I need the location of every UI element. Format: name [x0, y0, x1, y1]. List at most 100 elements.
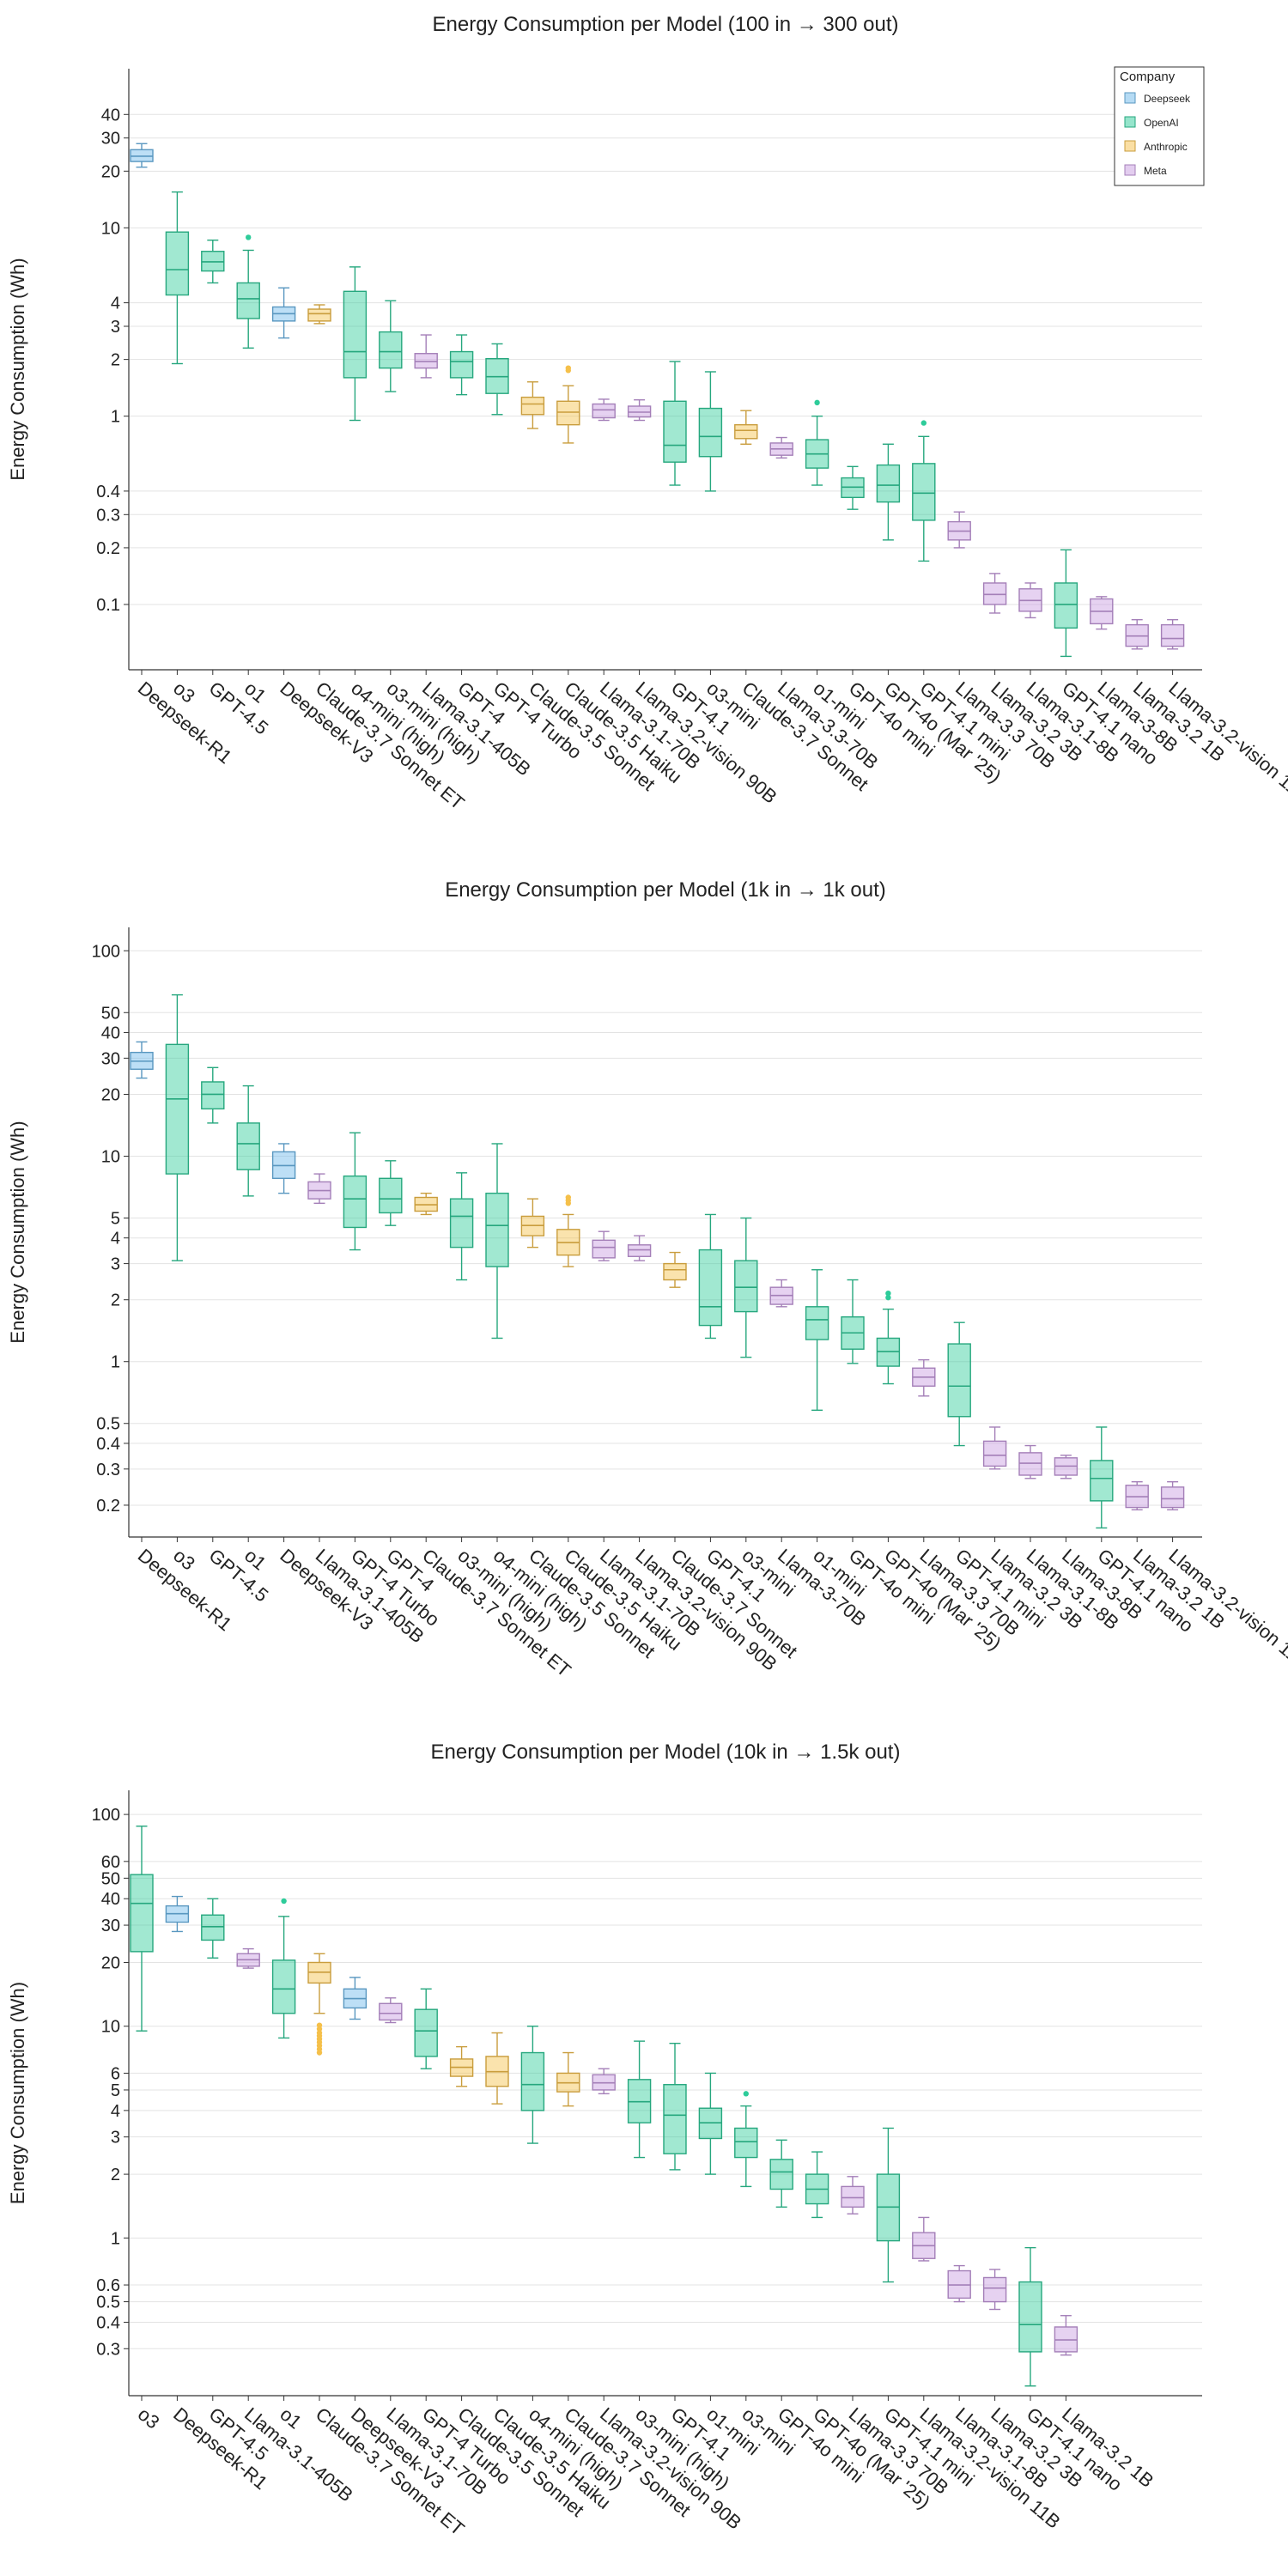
outlier-point: [743, 2091, 749, 2097]
y-tick-label: 3: [111, 318, 120, 337]
y-tick-label: 0.3: [96, 506, 120, 525]
box-gpt-4-5: [201, 1066, 225, 1124]
box-deepseek-r1: [165, 1895, 190, 1933]
y-tick-label: 0.3: [96, 1461, 120, 1479]
box-gpt-4-1: [663, 2042, 687, 2171]
iqr-box: [698, 407, 723, 458]
iqr-box: [307, 308, 331, 322]
iqr-box: [130, 1874, 154, 1953]
box-llama-3-8b: [1054, 1455, 1078, 1479]
iqr-box: [556, 400, 580, 426]
y-tick-label: 20: [101, 1953, 120, 1972]
box-o3-mini-high-: [627, 2040, 652, 2159]
box-gpt-4-turbo: [485, 343, 509, 416]
box-llama-3-3-70b: [912, 1358, 936, 1397]
legend-label-anthropic: Anthropic: [1144, 141, 1188, 153]
legend-label-deepseek: Deepseek: [1144, 93, 1191, 105]
box-o3-mini: [734, 1217, 758, 1358]
y-tick-label: 60: [101, 1853, 120, 1872]
box-llama-3-2-1b: [1125, 1480, 1149, 1510]
box-deepseek-r1: [130, 143, 154, 168]
box-deepseek-v3: [343, 1977, 368, 2020]
y-tick-label: 2: [111, 2166, 120, 2184]
y-tick-label: 100: [92, 1806, 120, 1825]
box-llama-3-1-405b: [236, 1947, 260, 1969]
box-llama-3-1-70b: [379, 1997, 403, 2024]
iqr-box: [271, 1959, 296, 2014]
iqr-box: [165, 1043, 190, 1175]
box-gpt-4-turbo: [414, 1988, 438, 2069]
iqr-box: [343, 290, 368, 379]
iqr-box: [485, 1192, 509, 1267]
box-o4-mini-high-: [485, 1143, 509, 1340]
legend-label-openai: OpenAI: [1144, 117, 1179, 129]
iqr-box: [592, 403, 616, 419]
box-llama-3-2-vision-11b: [1160, 1480, 1185, 1510]
box-o1-mini: [698, 2072, 723, 2175]
outlier-point: [814, 399, 820, 406]
box-llama-3-2-3b: [982, 573, 1007, 614]
box-o3: [165, 993, 190, 1261]
iqr-box: [379, 331, 403, 369]
box-gpt-4o-mar-25-: [876, 1290, 901, 1385]
box-gpt-4o-mini: [841, 465, 865, 510]
legend-label-meta: Meta: [1144, 165, 1167, 177]
box-llama-3-2-vision-90b: [627, 399, 652, 422]
box-claude-3-5-sonnet: [520, 1198, 545, 1249]
iqr-box: [876, 1337, 901, 1367]
iqr-box: [663, 1262, 687, 1281]
box-o1: [271, 1898, 296, 2039]
box-gpt-4-1: [698, 1213, 723, 1340]
legend-swatch-openai: [1124, 116, 1136, 128]
box-o1: [236, 234, 260, 349]
iqr-box: [201, 1914, 225, 1941]
y-tick-label: 20: [101, 162, 120, 181]
y-tick-label: 0.5: [96, 1415, 120, 1434]
box-llama-3-1-405b: [307, 1173, 331, 1205]
y-tick-label: 0.3: [96, 2340, 120, 2359]
iqr-box: [343, 1175, 368, 1229]
box-llama-3-2-vision-90b: [592, 2068, 616, 2095]
y-tick-label: 10: [101, 1147, 120, 1166]
iqr-box: [912, 463, 936, 521]
y-tick-label: 0.4: [96, 1435, 120, 1454]
box-claude-3-5-haiku: [556, 365, 580, 444]
box-o1-mini: [805, 1269, 829, 1412]
box-gpt-4-1-mini: [876, 2127, 901, 2283]
y-tick-label: 10: [101, 2018, 120, 2037]
box-o3-mini-high-: [379, 300, 403, 392]
iqr-box: [982, 1440, 1007, 1467]
box-claude-3-7-sonnet-et: [414, 1192, 438, 1216]
y-tick-label: 30: [101, 130, 120, 149]
box-o3: [130, 1826, 154, 2032]
chart-panel-1: 0.1 0.2 0.3 0.4 1 2 3 4 10 20 30 40 Energy Consumpti…: [7, 13, 1288, 814]
outlier-point: [920, 420, 927, 426]
box-llama-3-2-vision-11b: [1160, 618, 1185, 650]
iqr-box: [379, 1177, 403, 1214]
box-llama-3-2-3b: [982, 1426, 1007, 1470]
iqr-box: [627, 1244, 652, 1257]
x-tick-label: Llama-3.2-vision 11B: [1164, 677, 1288, 807]
outlier-point: [885, 1294, 891, 1301]
box-claude-3-5-sonnet: [520, 381, 545, 429]
iqr-box: [1018, 1452, 1042, 1476]
box-o3-mini: [698, 371, 723, 492]
chart-title: Energy Consumption per Model (10k in → 1…: [431, 1741, 901, 1764]
y-tick-label: 100: [92, 942, 120, 961]
iqr-box: [379, 2002, 403, 2021]
outlier-point: [281, 1898, 287, 1905]
box-llama-3-1-8b: [1018, 1444, 1042, 1479]
box-o1-mini: [805, 399, 829, 486]
y-tick-label: 1: [111, 408, 120, 427]
iqr-box: [1018, 2281, 1042, 2353]
box-claude-3-5-haiku: [556, 1194, 580, 1267]
y-tick-label: 1: [111, 1353, 120, 1372]
box-llama-3-2-3b: [982, 2269, 1007, 2311]
box-llama-3-2-1b: [1125, 618, 1149, 650]
box-gpt-4o-mar-25-: [805, 2151, 829, 2219]
iqr-box: [520, 396, 545, 416]
box-gpt-4-1: [663, 361, 687, 486]
